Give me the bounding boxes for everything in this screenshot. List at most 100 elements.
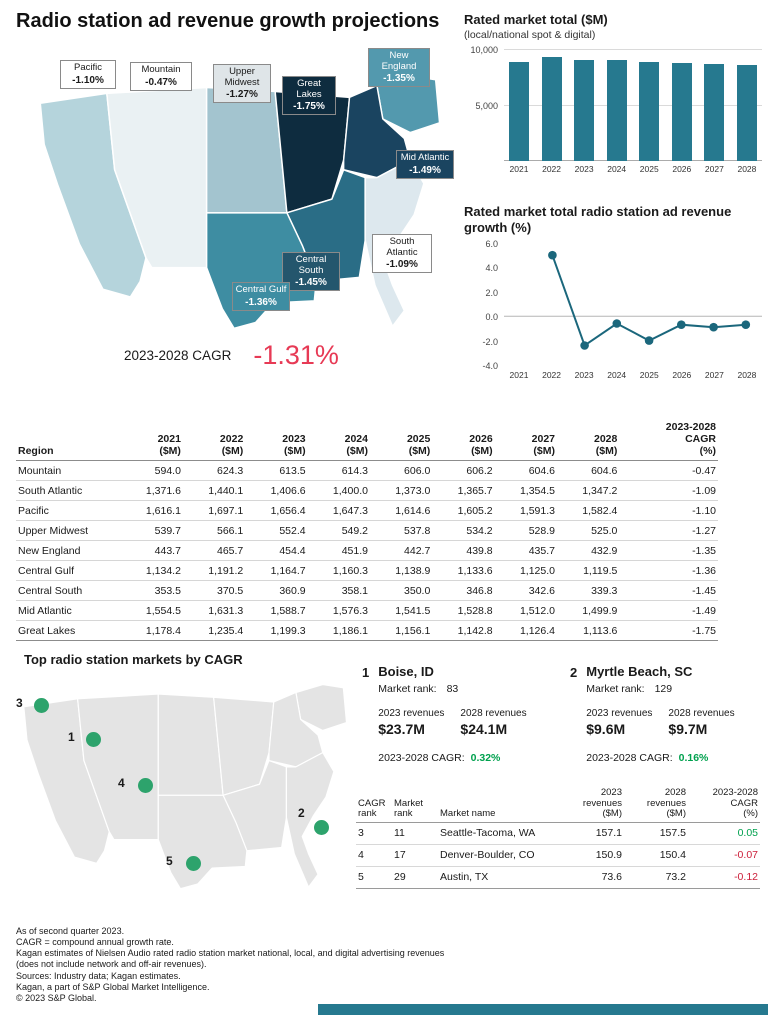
region-callout-central-south: Central South -1.45%: [282, 252, 340, 292]
revenue-cell: 1,354.5: [494, 480, 557, 502]
region-name: South Atlantic: [386, 236, 418, 258]
market-rank-value: 129: [654, 683, 673, 695]
footnote-line: © 2023 S&P Global.: [16, 992, 97, 1003]
cagr-rank-cell: 5: [356, 866, 392, 889]
y-axis-tick-label: 5,000: [475, 100, 498, 111]
cagr-cell: -1.35: [619, 540, 718, 562]
card-cagr-label: 2023-2028 CAGR:: [378, 752, 465, 764]
footnote-line: (does not include network and off-air re…: [16, 959, 207, 970]
revenue-cell: 432.9: [557, 540, 620, 562]
revenue-cell: 439.8: [432, 540, 495, 562]
card-body: Myrtle Beach, SC Market rank: 129 2023 re…: [586, 664, 734, 764]
bar-rect: [541, 57, 562, 161]
revenue-cell: 1,406.6: [245, 480, 308, 502]
revenue-cell: 342.6: [494, 580, 557, 602]
revenue-cell: 604.6: [494, 460, 557, 482]
growth-line-svg: [504, 251, 762, 350]
market-dot-icon: [138, 778, 153, 793]
region-callout-mid-atlantic: Mid Atlantic -1.49%: [396, 150, 454, 179]
gridline: [504, 104, 762, 106]
bar-chart-title: Rated market total ($M): [464, 12, 608, 27]
revenue-cell: 1,164.7: [245, 560, 308, 582]
region-callout-pacific: Pacific -1.10%: [60, 60, 116, 89]
region-row: South Atlantic 1,371.6 1,440.1 1,406.6 1,400…: [16, 480, 718, 502]
table-header-row: CAGR rank Market rank Market name 2023 revenue…: [356, 786, 760, 823]
market-name-cell: Seattle-Tacoma, WA: [438, 822, 558, 845]
region-cagr: -1.75%: [293, 101, 325, 113]
region-shape-upper-midwest: [205, 86, 288, 214]
gridline: [504, 48, 762, 50]
region-row: Central Gulf 1,134.2 1,191.2 1,164.7 1,160.3…: [16, 560, 718, 582]
revenue-cell: 1,371.6: [120, 480, 183, 502]
revenue-cell: 1,119.5: [557, 560, 620, 582]
growth-line: [551, 255, 746, 348]
bar-chart-plot-area: 10,000 5,000 2021 2022 2023 2024 2025 2026 202…: [464, 45, 762, 181]
market-rank-line: Market rank: 129: [586, 683, 734, 695]
footnotes: As of second quarter 2023. CAGR = compoun…: [16, 926, 444, 1004]
revenue-cell: 1,528.8: [432, 600, 495, 622]
footnote-line: Sources: Industry data; Kagan estimates.: [16, 970, 181, 981]
line-chart-title: Rated market total radio station ad reve…: [464, 204, 732, 235]
region-name: Central South: [295, 254, 327, 276]
column-header: 2022 ($M): [182, 418, 246, 462]
revenue-cell: 1,591.3: [494, 500, 557, 522]
revenue-value: $9.7M: [668, 721, 708, 737]
market-name-cell: Denver-Boulder, CO: [438, 844, 558, 867]
column-header: 2023 revenues ($M): [558, 786, 624, 823]
revenue-cell: 1,400.0: [307, 480, 370, 502]
cagr-rank-cell: 3: [356, 822, 392, 845]
revenue-cell: 566.1: [182, 520, 246, 542]
column-header: 2028 revenues ($M): [624, 786, 688, 823]
bar-rect: [509, 62, 529, 161]
rev-2028-cell: 73.2: [624, 866, 688, 889]
column-header: Market name: [438, 786, 558, 823]
market-dot-icon: [186, 856, 201, 871]
revenue-columns: 2023 revenues $23.7M 2028 revenues $24.1…: [378, 708, 526, 737]
market-name: Boise, ID: [378, 664, 434, 679]
line-x-label: 2026: [672, 370, 692, 381]
region-name-cell: Central Gulf: [16, 560, 121, 582]
line-x-label: 2027: [704, 370, 724, 381]
bar-2027: [699, 49, 729, 161]
y-axis-tick-label: 0.0: [485, 312, 498, 323]
market-row: 5 29 Austin, TX 73.6 73.2 -0.12: [356, 866, 760, 889]
column-header: 2027 ($M): [494, 418, 557, 462]
cagr-cell: -1.10: [619, 500, 718, 522]
region-row: Great Lakes 1,178.4 1,235.4 1,199.3 1,186.1 1…: [16, 620, 718, 642]
cagr-cell: -1.09: [619, 480, 718, 502]
market-rank-cell: 17: [392, 844, 438, 867]
revenue-cell: 613.5: [245, 460, 308, 482]
region-cagr: -1.36%: [245, 296, 277, 308]
growth-line-chart: Rated market total radio station ad reve…: [464, 204, 762, 403]
top-markets-table-grid: CAGR rank Market rank Market name 2023 revenue…: [356, 786, 760, 889]
footnote-line: CAGR = compound annual growth rate.: [16, 937, 174, 948]
market-dot-icon: [86, 732, 101, 747]
revenue-cell: 552.4: [245, 520, 308, 542]
bar-2025: [634, 49, 664, 161]
revenue-cell: 443.7: [120, 540, 183, 562]
revenue-cell: 353.5: [120, 580, 183, 602]
market-name: Myrtle Beach, SC: [586, 664, 693, 679]
data-point-marker: [580, 341, 589, 350]
gray-region-shape: [157, 794, 248, 890]
cagr-cell: -1.49: [619, 600, 718, 622]
revenue-cell: 528.9: [494, 520, 557, 542]
region-name-cell: Great Lakes: [16, 620, 121, 642]
column-header: 2026 ($M): [432, 418, 495, 462]
bar-rect: [736, 64, 757, 161]
revenue-cell: 1,616.1: [120, 500, 183, 522]
top-markets-map: 3 1 4 2 5: [8, 678, 356, 910]
revenue-cell: 525.0: [557, 520, 620, 542]
region-cagr: -0.47%: [145, 76, 177, 88]
bar-2028: [732, 49, 762, 161]
region-name: Upper Midwest: [224, 66, 260, 88]
region-row: Mid Atlantic 1,554.5 1,631.3 1,588.7 1,576.3…: [16, 600, 718, 622]
rev-2028-cell: 150.4: [624, 844, 688, 867]
market-row: 4 17 Denver-Boulder, CO 150.9 150.4 -0.07: [356, 844, 760, 867]
revenue-cell: 1,605.2: [432, 500, 495, 522]
footnote-line: Kagan estimates of Nielsen Audio rated r…: [16, 948, 445, 959]
region-name-cell: South Atlantic: [16, 480, 121, 502]
line-x-label: 2023: [574, 370, 594, 381]
region-name-cell: Pacific: [16, 500, 121, 522]
